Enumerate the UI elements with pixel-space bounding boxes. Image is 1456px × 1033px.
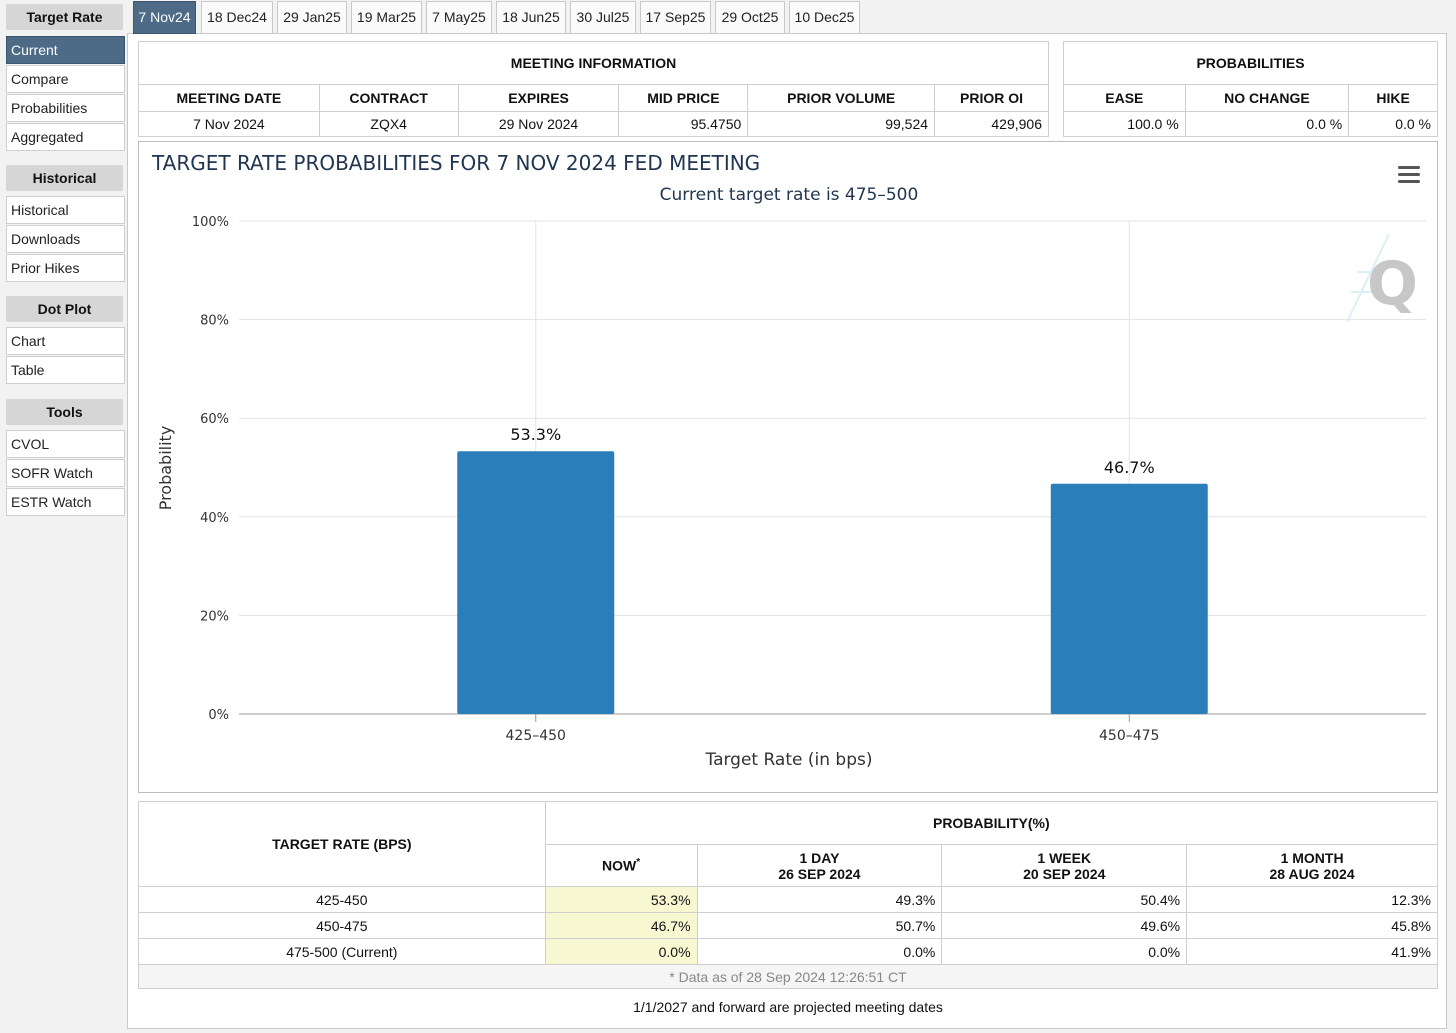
column-header: EXPIRES [457,84,620,112]
projection-note: 1/1/2027 and forward are projected meeti… [633,999,943,1015]
prior-volume-value: 99,524 [747,111,936,137]
y-tick-label: 20% [200,609,229,624]
ease-value: 100.0 % [1063,111,1186,137]
bar [1050,483,1208,714]
column-header: MEETING DATE [138,84,320,112]
probabilities-table: PROBABILITIES EASE NO CHANGE HIKE 100.0 … [1063,41,1438,137]
rate-cell: 425-450 [138,886,546,913]
mid-price-value: 95.4750 [618,111,749,137]
y-tick-label: 60% [200,412,229,427]
sidebar-item-downloads[interactable]: Downloads [6,225,125,253]
sidebar-heading-dot-plot: Dot Plot [6,296,123,322]
tab-meeting[interactable]: 30 Jul25 [570,1,636,34]
now-cell: 0.0% [544,938,698,965]
sidebar-heading-tools: Tools [6,399,123,425]
tab-meeting[interactable]: 19 Mar25 [351,1,422,34]
expires-value: 29 Nov 2024 [457,111,620,137]
sidebar-heading-target-rate: Target Rate [6,4,123,30]
tab-meeting[interactable]: 7 May25 [426,1,492,34]
rate-probability-table: TARGET RATE (BPS) PROBABILITY(%) NOW* 1 … [138,801,1439,965]
sidebar-item-cvol[interactable]: CVOL [6,430,125,458]
sidebar-heading-historical: Historical [6,165,123,191]
month-cell: 12.3% [1186,886,1438,913]
target-rate-header: TARGET RATE (BPS) [138,801,546,887]
chart-container: TARGET RATE PROBABILITIES FOR 7 NOV 2024… [138,141,1438,793]
data-label: 53.3% [510,425,561,444]
probability-bar-chart: TARGET RATE PROBABILITIES FOR 7 NOV 2024… [151,151,1426,770]
column-header: MID PRICE [618,84,749,112]
data-timestamp-footnote: * Data as of 28 Sep 2024 12:26:51 CT [138,965,1438,989]
meeting-info-title: MEETING INFORMATION [138,41,1049,85]
svg-text:Q: Q [1367,249,1418,319]
table-row: 475-500 (Current) 0.0% 0.0% 0.0% 41.9% [138,938,1438,965]
tab-meeting[interactable]: 17 Sep25 [640,1,711,34]
chart-title: TARGET RATE PROBABILITIES FOR 7 NOV 2024… [151,151,760,175]
hike-value: 0.0 % [1348,111,1438,137]
sidebar-item-sofr-watch[interactable]: SOFR Watch [6,459,125,487]
no-change-value: 0.0 % [1184,111,1350,137]
week-cell: 0.0% [941,938,1188,965]
column-header: PRIOR VOLUME [747,84,936,112]
meeting-info-table: MEETING INFORMATION MEETING DATE CONTRAC… [138,41,1049,137]
now-cell: 53.3% [544,886,698,913]
prior-oi-value: 429,906 [934,111,1049,137]
column-header-now: NOW* [544,844,698,887]
month-cell: 41.9% [1186,938,1438,965]
tab-meeting[interactable]: 18 Jun25 [496,1,566,34]
y-tick-label: 80% [200,314,229,329]
sidebar-item-current[interactable]: Current [6,36,125,64]
menu-icon[interactable] [1398,166,1420,183]
sidebar-item-historical[interactable]: Historical [6,196,125,224]
month-cell: 45.8% [1186,912,1438,939]
now-cell: 46.7% [544,912,698,939]
column-header: HIKE [1348,84,1438,112]
sidebar-item-probabilities[interactable]: Probabilities [6,94,125,122]
column-header: NO CHANGE [1184,84,1350,112]
chart-subtitle: Current target rate is 475–500 [660,185,919,205]
y-tick-label: 40% [200,511,229,526]
x-axis-title: Target Rate (in bps) [705,750,873,770]
sidebar: Target Rate Current Compare Probabilitie… [0,0,130,1033]
sidebar-item-estr-watch[interactable]: ESTR Watch [6,488,125,516]
contract-value: ZQX4 [318,111,459,137]
data-label: 46.7% [1104,458,1155,477]
day-cell: 49.3% [696,886,943,913]
y-axis-title: Probability [156,426,175,511]
y-tick-label: 100% [192,215,229,230]
column-header: PRIOR OI [934,84,1049,112]
tab-meeting[interactable]: 7 Nov24 [133,1,196,34]
sidebar-item-chart[interactable]: Chart [6,327,125,355]
meeting-date-value: 7 Nov 2024 [138,111,320,137]
column-header: CONTRACT [318,84,459,112]
column-header: EASE [1063,84,1186,112]
x-tick-label: 425–450 [506,728,566,744]
rate-cell: 450-475 [138,912,546,939]
rate-cell: 475-500 (Current) [138,938,546,965]
week-cell: 50.4% [941,886,1188,913]
y-tick-label: 0% [208,708,229,723]
tab-meeting[interactable]: 18 Dec24 [201,1,273,34]
tab-meeting[interactable]: 29 Jan25 [277,1,347,34]
sidebar-item-aggregated[interactable]: Aggregated [6,123,125,151]
quikstrike-logo-icon: Q [1346,233,1418,323]
tab-meeting[interactable]: 10 Dec25 [789,1,860,34]
week-cell: 49.6% [941,912,1188,939]
table-row: 425-450 53.3% 49.3% 50.4% 12.3% [138,886,1438,913]
x-tick-label: 450–475 [1099,728,1159,744]
sidebar-item-prior-hikes[interactable]: Prior Hikes [6,254,125,282]
bar [457,451,615,714]
column-header-1-month: 1 MONTH 28 AUG 2024 [1186,844,1438,887]
probabilities-title: PROBABILITIES [1063,41,1438,85]
day-cell: 0.0% [696,938,943,965]
sidebar-item-table[interactable]: Table [6,356,125,384]
table-row: 450-475 46.7% 50.7% 49.6% 45.8% [138,912,1438,939]
probability-header: PROBABILITY(%) [544,801,1439,845]
column-header-1-day: 1 DAY 26 SEP 2024 [696,844,943,887]
day-cell: 50.7% [696,912,943,939]
sidebar-item-compare[interactable]: Compare [6,65,125,93]
tab-meeting[interactable]: 29 Oct25 [715,1,785,34]
column-header-1-week: 1 WEEK 20 SEP 2024 [941,844,1188,887]
